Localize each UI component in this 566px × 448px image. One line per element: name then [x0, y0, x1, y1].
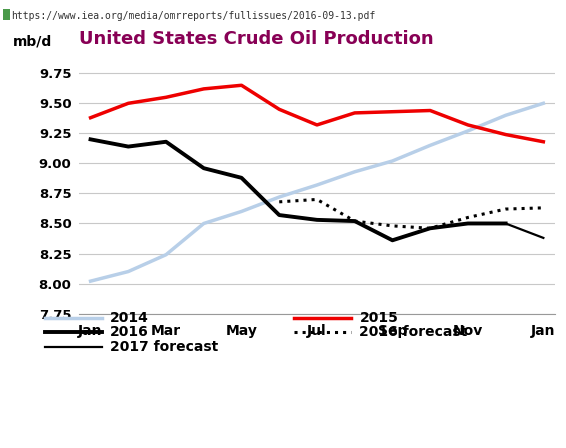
Text: mb/d: mb/d [12, 34, 52, 48]
Text: 2016: 2016 [110, 325, 149, 340]
Text: 2014: 2014 [110, 311, 149, 325]
Text: 2017 forecast: 2017 forecast [110, 340, 218, 354]
Text: 2016 forecast: 2016 forecast [359, 325, 468, 340]
Text: 2015: 2015 [359, 311, 398, 325]
Text: https://www.iea.org/media/omrreports/fullissues/2016-09-13.pdf: https://www.iea.org/media/omrreports/ful… [11, 11, 376, 21]
Text: United States Crude Oil Production: United States Crude Oil Production [79, 30, 434, 48]
